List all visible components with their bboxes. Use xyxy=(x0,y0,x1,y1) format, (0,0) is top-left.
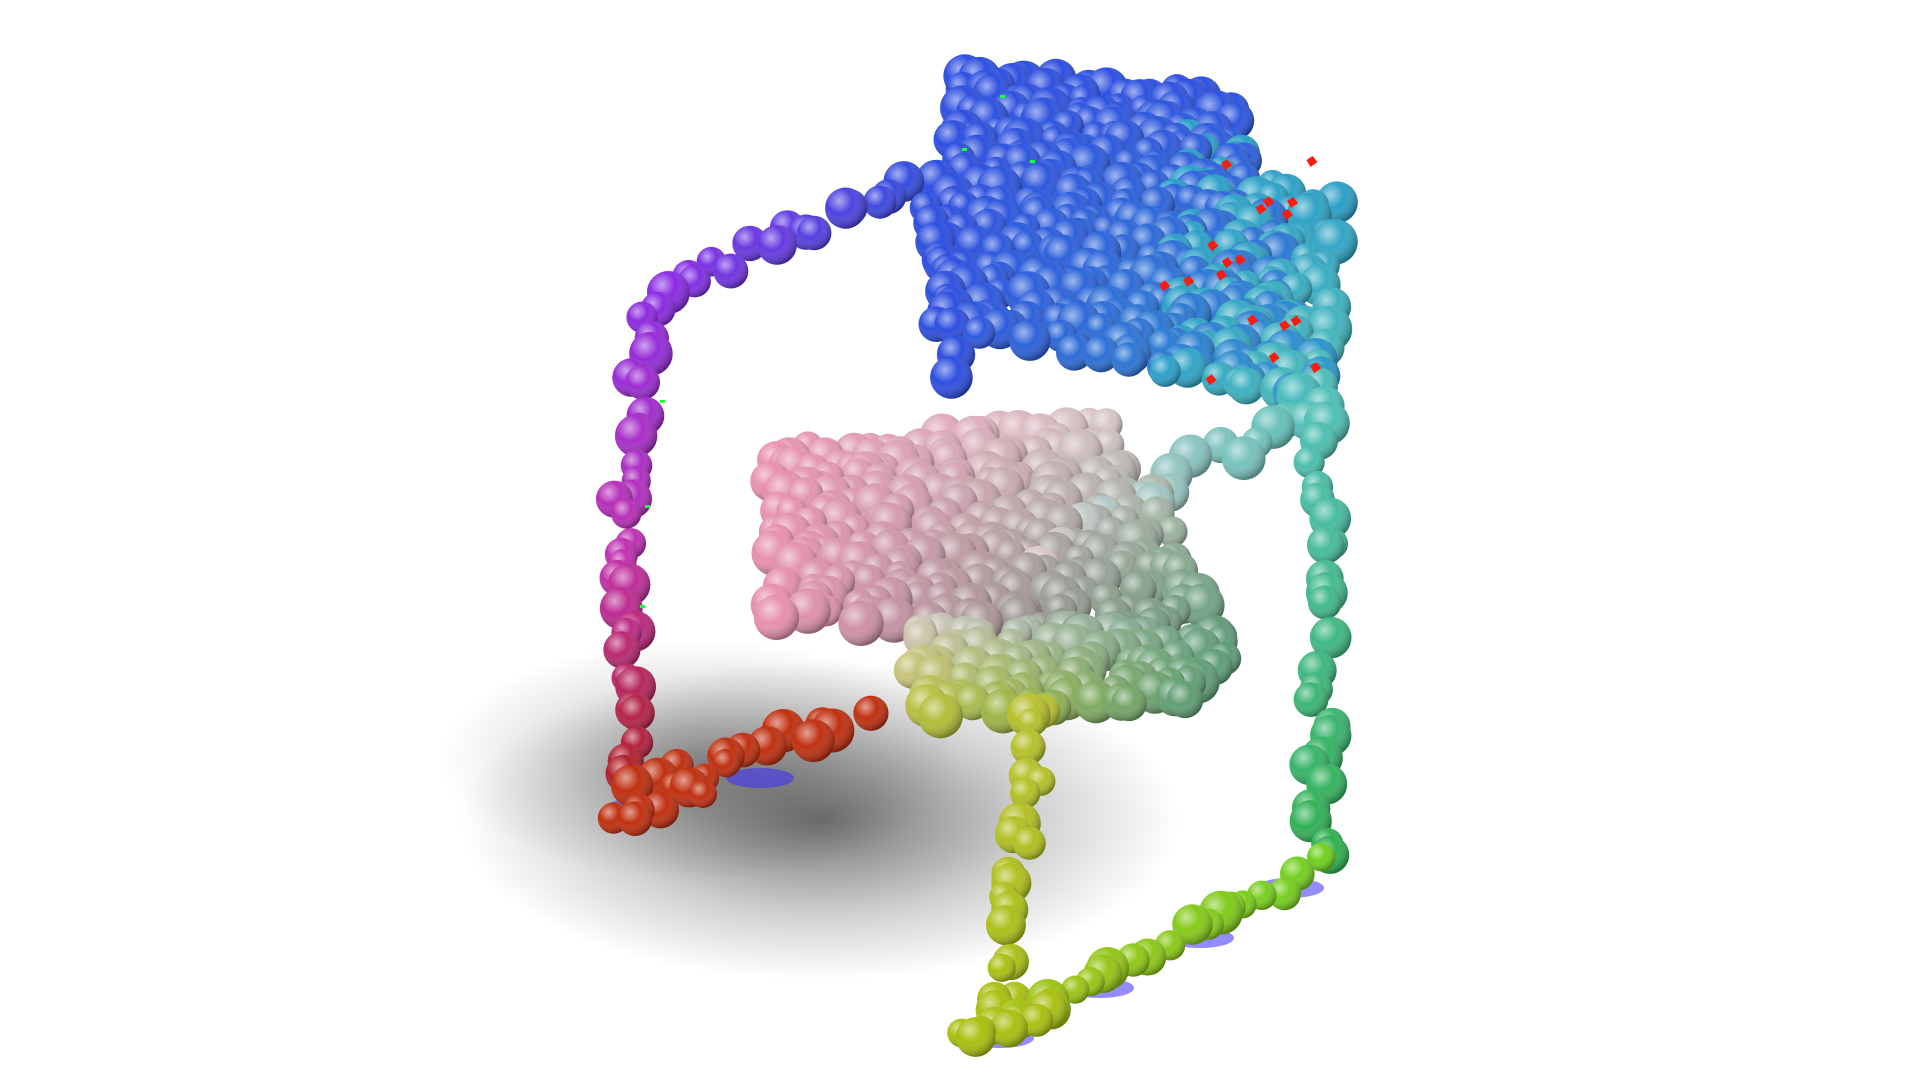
seat-front-sphere-shading xyxy=(918,693,963,739)
left-armrest-sphere-shading xyxy=(757,225,797,265)
green-speck xyxy=(1030,160,1035,163)
red-speck xyxy=(1268,352,1280,364)
red-speck xyxy=(1183,275,1195,287)
red-speck xyxy=(1207,240,1219,252)
backrest-sphere-shading xyxy=(1082,335,1120,373)
front-leg-sphere-shading xyxy=(1013,826,1046,860)
left-front-post-upper-sphere-shading xyxy=(611,498,642,529)
right-rear-post-sphere-shading xyxy=(1307,585,1342,620)
green-speck xyxy=(640,605,645,608)
red-speck xyxy=(1281,209,1293,221)
front-leg-sphere-shading xyxy=(985,905,1026,946)
red-speck xyxy=(1279,320,1291,332)
left-front-post-lower-sphere-shading xyxy=(618,694,655,731)
left-armrest-sphere-shading xyxy=(713,253,749,289)
left-armrest-sphere-shading xyxy=(825,187,867,229)
right-runner-sphere-shading xyxy=(1172,904,1213,945)
red-speck xyxy=(1247,314,1259,326)
green-speck xyxy=(962,148,967,151)
red-speck xyxy=(1255,203,1267,215)
front-leg-sphere-shading xyxy=(1009,778,1041,809)
red-speck xyxy=(1205,374,1217,386)
left-runner-foot-sphere-shading xyxy=(617,801,653,836)
rear-left-upright-sphere-shading xyxy=(934,307,971,344)
seat-sphere-shading xyxy=(1157,516,1188,548)
red-speck xyxy=(1310,362,1322,374)
left-runner-foot-sphere-shading xyxy=(689,780,717,808)
left-front-post-upper-sphere-shading xyxy=(614,414,658,457)
left-armrest-sphere-shading xyxy=(863,185,897,219)
left-runner-sphere-shading xyxy=(792,719,835,763)
red-speck xyxy=(1290,315,1302,327)
rear-left-upright-sphere-shading xyxy=(930,356,973,399)
green-speck xyxy=(645,505,650,508)
front-leg-sphere-shading xyxy=(987,953,1016,982)
front-leg-sphere-shading xyxy=(1016,708,1046,738)
chair-spheres xyxy=(595,54,1358,1057)
right-rear-post-sphere-shading xyxy=(1293,682,1329,717)
seat-front-sphere-shading xyxy=(1111,685,1147,722)
left-runner-sphere-shading xyxy=(712,748,741,778)
backrest-sphere-shading xyxy=(1009,319,1051,361)
backrest-sphere-shading xyxy=(1111,342,1146,377)
red-speck xyxy=(1159,280,1171,292)
seat-sphere-shading xyxy=(753,594,800,641)
right-rear-post-sphere-shading xyxy=(1309,616,1352,659)
red-speck xyxy=(1234,254,1246,266)
red-speck xyxy=(1306,156,1318,168)
right-rear-post-sphere-shading xyxy=(1306,526,1345,564)
red-speck xyxy=(1221,159,1233,171)
red-speck xyxy=(1287,196,1299,208)
left-front-post-lower-sphere-shading xyxy=(603,631,641,669)
backrest-right-sphere-shading xyxy=(1227,367,1265,405)
left-runner-sphere-shading xyxy=(853,695,889,731)
right-rear-post-sphere-shading xyxy=(1293,446,1325,478)
green-speck xyxy=(1000,95,1005,98)
seat-front-sphere-shading xyxy=(1166,681,1204,719)
left-front-post-upper-sphere-shading xyxy=(625,364,660,400)
floor-shadow-soft xyxy=(440,640,960,880)
base-glow-1 xyxy=(726,768,794,788)
backrest-sphere-shading xyxy=(963,316,996,349)
right-runner-sphere-shading xyxy=(990,1009,1028,1048)
right-runner-sphere-shading xyxy=(1306,842,1336,872)
red-speck xyxy=(1263,196,1275,208)
front-foot-sphere-shading xyxy=(1020,1003,1054,1037)
red-speck xyxy=(1215,269,1227,281)
right-runner-sphere-shading xyxy=(1268,877,1301,911)
front-foot-sphere-shading xyxy=(955,1017,996,1057)
green-speck xyxy=(660,400,665,403)
front-leg-sphere-shading xyxy=(1010,729,1046,765)
backrest-right-sphere-shading xyxy=(1149,355,1181,387)
left-armrest-sphere-shading xyxy=(797,215,832,251)
right-armrest-sphere-shading xyxy=(1221,436,1266,481)
seat-sphere-shading xyxy=(838,600,884,646)
backrest-sphere-shading xyxy=(1055,333,1093,371)
red-speck xyxy=(1221,257,1233,269)
